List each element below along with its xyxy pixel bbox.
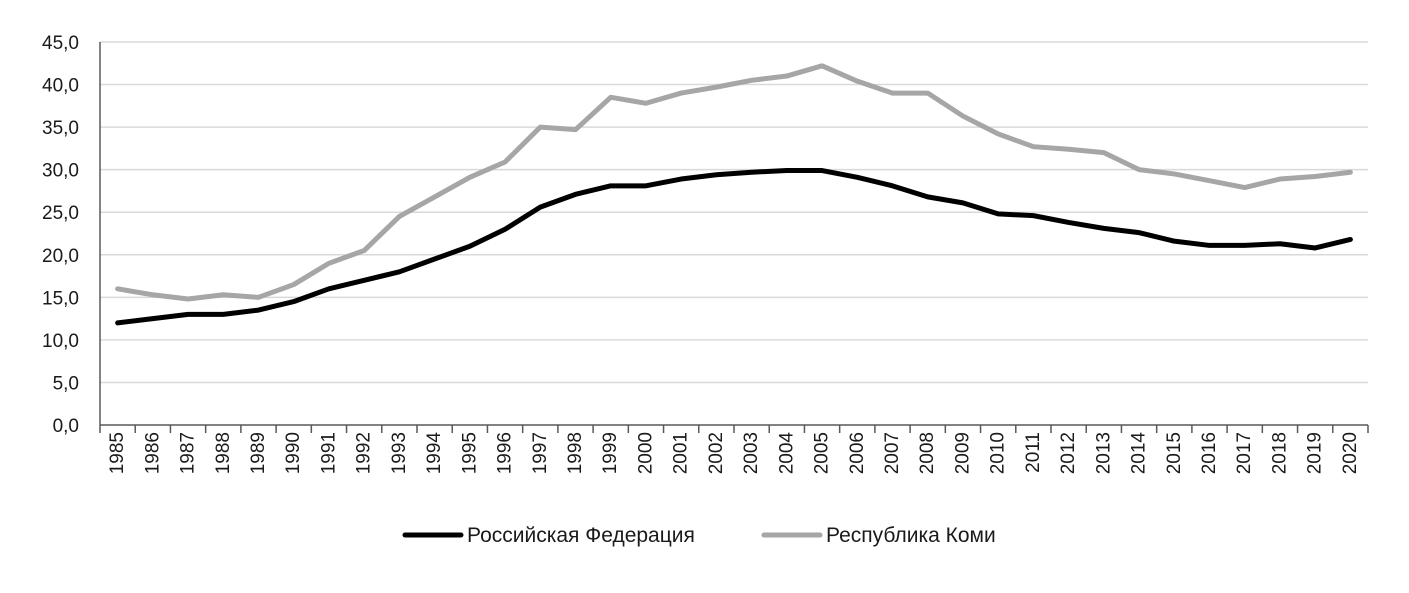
x-tick-label: 2013 bbox=[1093, 432, 1114, 474]
y-tick-label: 30,0 bbox=[42, 161, 79, 182]
legend-label: Республика Коми bbox=[826, 524, 996, 547]
x-tick-label: 2020 bbox=[1340, 432, 1361, 474]
x-tick-label: 2017 bbox=[1234, 432, 1255, 474]
x-tick-label: 2019 bbox=[1305, 432, 1326, 474]
y-tick-label: 0,0 bbox=[53, 416, 79, 437]
x-tick-label: 1986 bbox=[142, 432, 163, 474]
y-tick-label: 15,0 bbox=[42, 288, 79, 309]
series-lines bbox=[115, 63, 1353, 326]
y-tick-label: 20,0 bbox=[42, 246, 79, 267]
series-line bbox=[115, 168, 1353, 326]
y-tick-label: 25,0 bbox=[42, 203, 79, 224]
x-tick-label: 2006 bbox=[847, 432, 868, 474]
x-tick-label: 1993 bbox=[389, 432, 410, 474]
x-tick-label: 1998 bbox=[565, 432, 586, 474]
x-tick-label: 1999 bbox=[600, 432, 621, 474]
y-tick-label: 35,0 bbox=[42, 118, 79, 139]
x-tick-label: 2000 bbox=[635, 432, 656, 474]
x-tick-label: 2014 bbox=[1129, 432, 1150, 475]
x-tick-label: 1992 bbox=[354, 432, 375, 474]
legend-label: Российская Федерация bbox=[467, 524, 695, 547]
x-axis-tick-labels: 1985 1986 1987 1988 1989 1990 1991 1992 1993 1994… bbox=[107, 432, 1361, 475]
x-tick-label: 2005 bbox=[812, 432, 833, 474]
y-tick-label: 5,0 bbox=[53, 373, 79, 394]
x-tick-label: 1985 bbox=[107, 432, 128, 474]
legend: Российская Федерация Республика Коми bbox=[402, 524, 996, 547]
y-tick-label: 45,0 bbox=[42, 33, 79, 54]
series-1 bbox=[115, 168, 1353, 326]
x-tick-label: 2012 bbox=[1058, 432, 1079, 474]
x-tick-label: 1991 bbox=[318, 432, 339, 474]
legend-item: Российская Федерация bbox=[402, 524, 695, 547]
x-tick-label: 2010 bbox=[988, 432, 1009, 474]
series-2 bbox=[115, 63, 1353, 302]
x-tick-label: 2016 bbox=[1199, 432, 1220, 474]
x-tick-label: 1995 bbox=[459, 432, 480, 474]
legend-item: Республика Коми bbox=[761, 524, 996, 547]
x-tick-label: 2018 bbox=[1269, 432, 1290, 474]
x-tick-label: 2009 bbox=[952, 432, 973, 474]
x-tick-label: 2003 bbox=[741, 432, 762, 474]
x-tick-label: 2008 bbox=[917, 432, 938, 474]
x-tick-label: 2004 bbox=[776, 432, 797, 475]
x-tick-label: 2011 bbox=[1023, 432, 1044, 473]
y-tick-label: 10,0 bbox=[42, 331, 79, 352]
x-tick-label: 2002 bbox=[706, 432, 727, 474]
x-tick-label: 1996 bbox=[495, 432, 516, 474]
x-tick-label: 1990 bbox=[283, 432, 304, 474]
x-tick-label: 2001 bbox=[671, 432, 692, 474]
x-tick-label: 1987 bbox=[178, 432, 199, 474]
x-tick-label: 2007 bbox=[882, 432, 903, 474]
x-tick-label: 1988 bbox=[213, 432, 234, 474]
x-tick-label: 1989 bbox=[248, 432, 269, 474]
axes bbox=[99, 42, 1369, 433]
grid-lines bbox=[100, 41, 1368, 384]
y-axis-tick-labels: 0,0 5,0 10,0 15,0 20,0 25,0 30,0 35,0 40,0 45,0 bbox=[42, 33, 79, 437]
y-tick-label: 40,0 bbox=[42, 76, 79, 97]
x-tick-label: 1997 bbox=[530, 432, 551, 474]
x-tick-label: 2015 bbox=[1164, 432, 1185, 474]
x-tick-label: 1994 bbox=[424, 432, 445, 475]
series-line bbox=[115, 63, 1353, 302]
